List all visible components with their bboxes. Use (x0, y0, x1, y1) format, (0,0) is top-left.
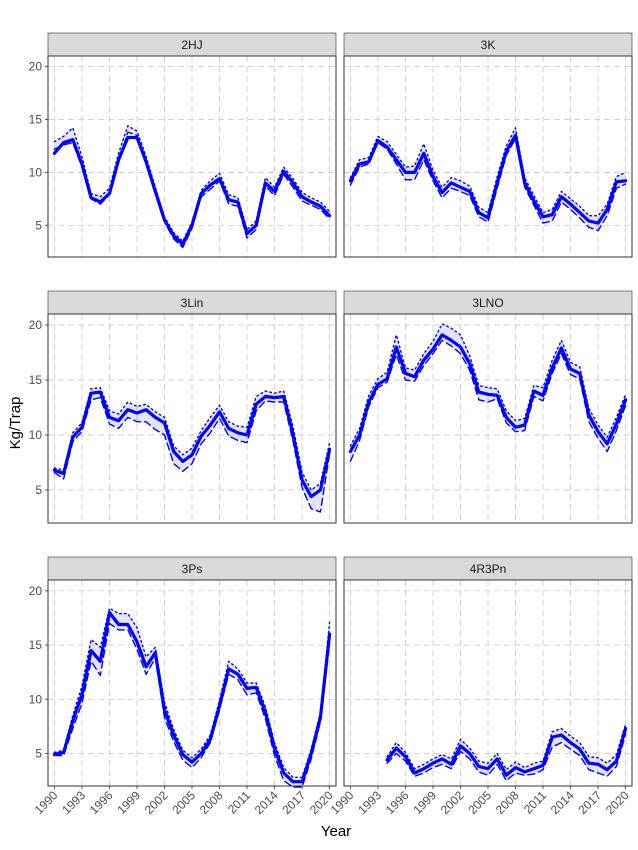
series-line-dashed (349, 137, 627, 232)
panel-strip-label: 3Ps (182, 562, 203, 576)
y-tick-label: 10 (29, 692, 43, 706)
panel-strip-label: 3LNO (472, 296, 503, 310)
series-line-solid (52, 135, 332, 246)
series-line-dotted (386, 723, 627, 771)
series-line-dotted (349, 127, 627, 217)
y-tick-label: 10 (29, 428, 43, 442)
x-tick-label: 1999 (410, 788, 439, 817)
panel-3lno: 3LNO (343, 290, 633, 524)
series-line-solid (52, 610, 332, 784)
series-line-solid (348, 133, 628, 225)
x-tick-label: 2005 (465, 788, 494, 817)
series-line-dashed (386, 733, 627, 782)
x-tick-label: 1993 (355, 788, 384, 817)
x-tick-label: 1990 (32, 788, 61, 817)
y-tick-label: 10 (29, 165, 43, 179)
x-tick-label: 1993 (59, 788, 88, 817)
y-tick-label: 5 (35, 746, 42, 760)
x-tick-label: 2014 (548, 788, 577, 817)
panels-layer: 2HJ 5 10 15 20 3K 3Lin 5 10 15 20 3LNO 3Ps 5 10 15 20 199… (29, 32, 633, 817)
series-line-solid (385, 726, 628, 777)
series-line-solid (52, 390, 332, 499)
x-tick-label: 2008 (493, 788, 522, 817)
x-tick-label: 2008 (197, 788, 226, 817)
series-line-solid (348, 333, 628, 454)
x-tick-label: 2005 (169, 788, 198, 817)
x-tick-label: 2017 (575, 788, 604, 817)
y-tick-label: 5 (35, 218, 42, 232)
panel-frame (47, 313, 337, 524)
x-tick-label: 2011 (521, 788, 549, 816)
x-tick-label: 1999 (114, 788, 143, 817)
x-tick-label: 2011 (225, 788, 253, 816)
y-tick-label: 15 (29, 112, 43, 126)
y-tick-label: 15 (29, 638, 43, 652)
y-tick-label: 15 (29, 373, 43, 387)
x-tick-label: 2002 (438, 788, 467, 817)
panel-frame (343, 313, 633, 524)
x-tick-label: 2017 (279, 788, 308, 817)
x-tick-label: 1990 (328, 788, 357, 817)
panel-strip-label: 2HJ (181, 38, 202, 52)
y-tick-label: 20 (29, 60, 43, 74)
confidence-band (54, 387, 330, 512)
y-axis-title: Kg/Trap (7, 397, 24, 450)
series-line-dotted (53, 607, 331, 778)
panel-3lin: 3Lin 5 10 15 20 (29, 290, 337, 524)
series-line-dashed (53, 622, 331, 788)
x-tick-label: 2002 (142, 788, 171, 817)
panel-frame (47, 55, 337, 258)
y-tick-label: 5 (35, 483, 42, 497)
y-tick-label: 20 (29, 318, 43, 332)
x-tick-label: 2014 (252, 788, 281, 817)
x-axis-title: Year (321, 823, 351, 840)
panel-strip-label: 3K (481, 38, 496, 52)
series-line-dotted (349, 323, 627, 447)
panel-strip-label: 3Lin (181, 296, 204, 310)
x-tick-label: 1996 (87, 788, 116, 817)
panel-3k: 3K (343, 32, 633, 258)
series-line-dotted (53, 387, 331, 491)
x-tick-label: 1996 (383, 788, 412, 817)
x-tick-label: 2020 (603, 788, 632, 817)
panel-2hj: 2HJ 5 10 15 20 (29, 32, 337, 258)
panel-frame (343, 55, 633, 258)
panel-strip-label: 4R3Pn (470, 562, 507, 576)
y-tick-label: 20 (29, 584, 43, 598)
